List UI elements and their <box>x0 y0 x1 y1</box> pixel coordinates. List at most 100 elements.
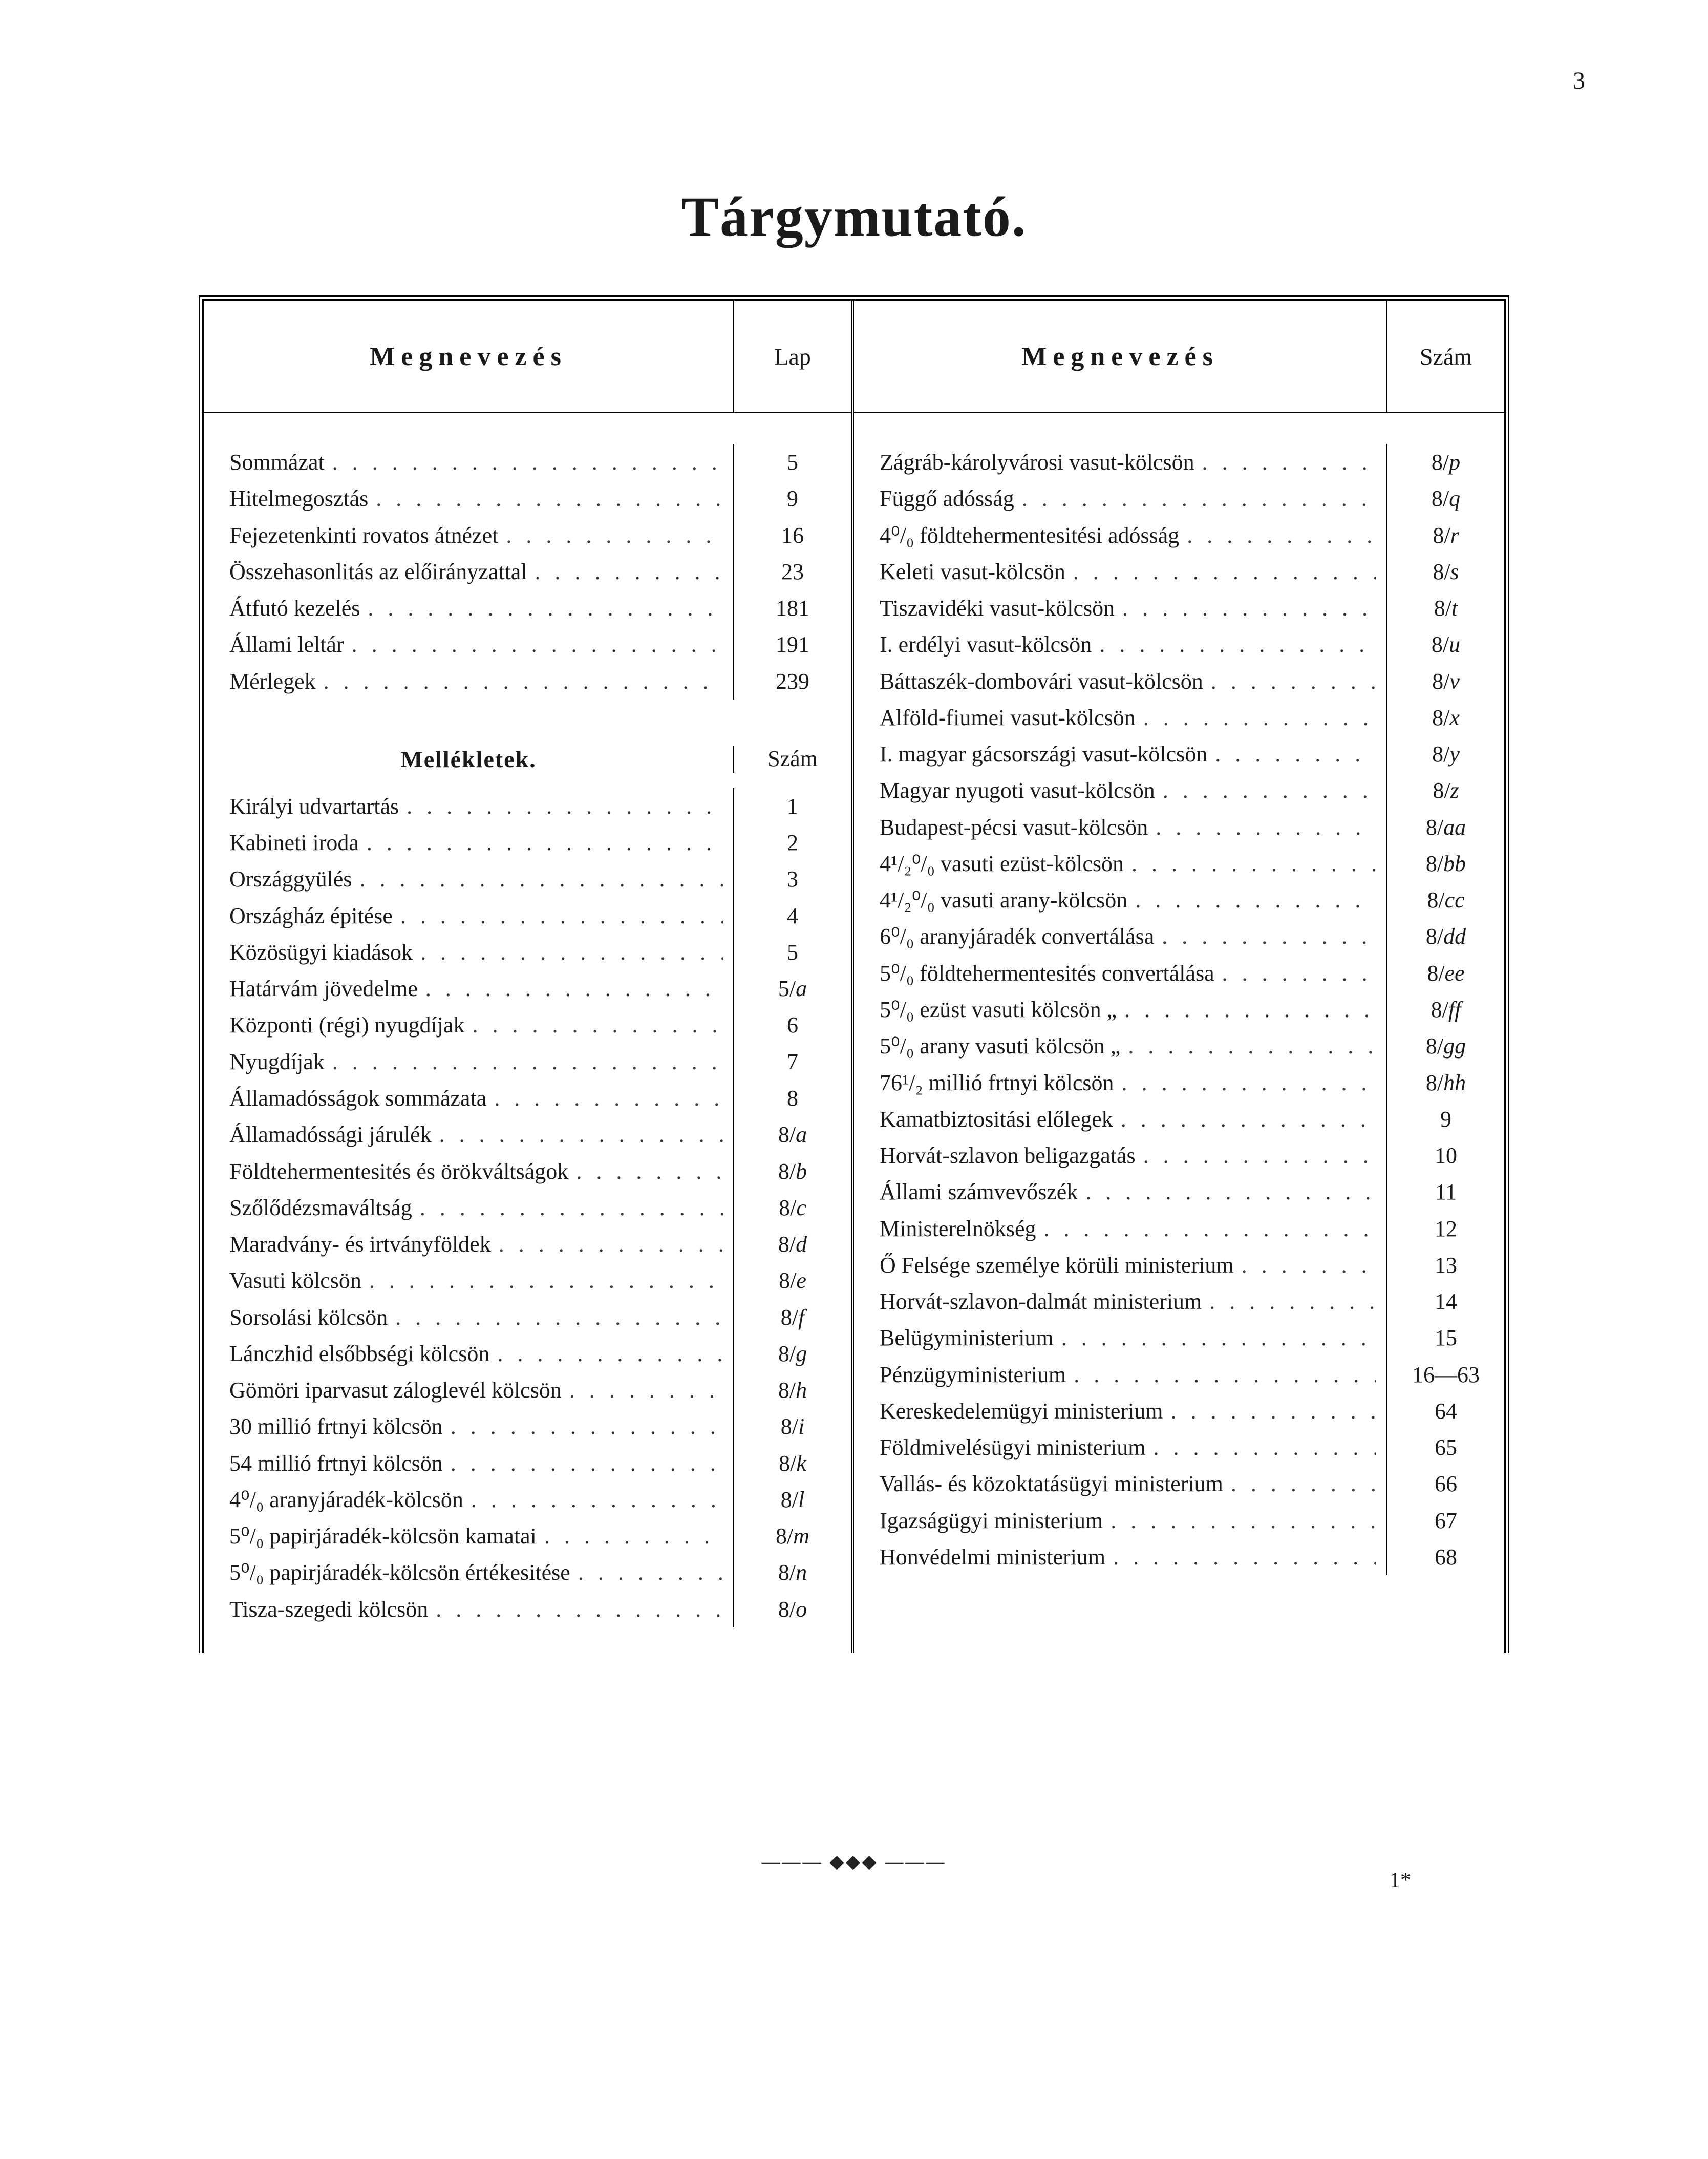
index-row-page: 66 <box>1386 1466 1504 1502</box>
index-row-page: 8/s <box>1386 554 1504 590</box>
index-row: Honvédelmi ministerium..................… <box>854 1539 1504 1575</box>
index-row-name: Vasuti kölcsön..........................… <box>204 1262 733 1299</box>
index-row-name: Állami leltár...........................… <box>204 626 733 663</box>
index-row: Nyugdíjak...............................… <box>204 1044 851 1080</box>
index-row-page: 8/dd <box>1386 918 1504 955</box>
index-row-name: Tisza-szegedi kölcsön...................… <box>204 1591 733 1627</box>
index-row: I. erdélyi vasut-kölcsön................… <box>854 626 1504 663</box>
ornament-divider: ——— ◆◆◆ ——— <box>761 1851 946 1872</box>
index-row-name: Királyi udvartartás.....................… <box>204 788 733 824</box>
index-row: Kereskedelemügyi ministerium............… <box>854 1393 1504 1429</box>
index-row-name: Kamatbiztositási előlegek...............… <box>854 1101 1386 1137</box>
index-row-page: 8/m <box>733 1518 851 1554</box>
index-row-name: Magyar nyugoti vasut-kölcsön............… <box>854 772 1386 809</box>
index-row-page: 67 <box>1386 1502 1504 1539</box>
index-row-page: 8/k <box>733 1445 851 1481</box>
index-row: 5⁰/₀ arany vasuti kölcsön „.............… <box>854 1028 1504 1064</box>
index-row-name: Belügyministerium.......................… <box>854 1320 1386 1356</box>
index-row: Belügyministerium.......................… <box>854 1320 1504 1356</box>
index-row-page: 5 <box>733 934 851 970</box>
index-row-name: Ministerelnökség........................… <box>854 1211 1386 1247</box>
index-row: 4⁰/₀ földtehermentesitési adósság.......… <box>854 517 1504 554</box>
index-row: Államadóssági járulék...................… <box>204 1116 851 1153</box>
index-row-page: 4 <box>733 898 851 934</box>
index-row-name: Földmivelésügyi ministerium.............… <box>854 1429 1386 1466</box>
index-row-name: Keleti vasut-kölcsön....................… <box>854 554 1386 590</box>
index-row-name: Lánczhid elsőbbségi kölcsön.............… <box>204 1336 733 1372</box>
index-row-page: 8/gg <box>1386 1028 1504 1064</box>
index-row-page: 16—63 <box>1386 1357 1504 1393</box>
index-row: Ministerelnökség........................… <box>854 1211 1504 1247</box>
index-row-page: 8/z <box>1386 772 1504 809</box>
index-row: Tisza-szegedi kölcsön...................… <box>204 1591 851 1627</box>
index-row-page: 8/ee <box>1386 955 1504 991</box>
index-row: Állami leltár...........................… <box>204 626 851 663</box>
index-row-page: 8/p <box>1386 444 1504 480</box>
left-header-row: Megnevezés Lap <box>204 301 851 413</box>
index-row: Függő adósság...........................… <box>854 480 1504 517</box>
index-row-name: Maradvány- és irtványföldek.............… <box>204 1226 733 1262</box>
index-row-page: 2 <box>733 824 851 861</box>
index-row-name: Hitelmegosztás..........................… <box>204 480 733 517</box>
index-row-page: 5/a <box>733 970 851 1007</box>
index-row: 4¹/₂⁰/₀ vasuti ezüst-kölcsön............… <box>854 845 1504 882</box>
index-row-page: 8/f <box>733 1299 851 1336</box>
index-row-name: I. magyar gácsországi vasut-kölcsön.....… <box>854 736 1386 772</box>
index-row-page: 8/y <box>1386 736 1504 772</box>
index-row-name: Horvát-szlavon-dalmát ministerium.......… <box>854 1283 1386 1320</box>
index-row: Szőlődézsmaváltság......................… <box>204 1190 851 1226</box>
index-row: Országgyülés............................… <box>204 861 851 897</box>
index-row-page: 65 <box>1386 1429 1504 1466</box>
right-column: Megnevezés Szám Zágráb-károlyvárosi vasu… <box>854 301 1504 1653</box>
index-row: Igazságügyi ministerium.................… <box>854 1502 1504 1539</box>
left-header-page: Lap <box>733 301 851 412</box>
index-row-page: 181 <box>733 590 851 626</box>
index-row: 4⁰/₀ aranyjáradék-kölcsön...............… <box>204 1481 851 1518</box>
right-rows-block: Zágráb-károlyvárosi vasut-kölcsön.......… <box>854 413 1504 1601</box>
left-subheader-page: Szám <box>733 746 851 773</box>
index-row: Horvát-szlavon beligazgatás.............… <box>854 1137 1504 1174</box>
index-row-name: Földtehermentesités és örökváltságok....… <box>204 1153 733 1190</box>
index-row: Mérlegek................................… <box>204 663 851 700</box>
index-row: Pénzügyministerium......................… <box>854 1357 1504 1393</box>
index-row-name: 4⁰/₀ földtehermentesitési adósság.......… <box>854 517 1386 554</box>
index-row: Magyar nyugoti vasut-kölcsön............… <box>854 772 1504 809</box>
index-row: Sorsolási kölcsön.......................… <box>204 1299 851 1336</box>
index-row: Lánczhid elsőbbségi kölcsön.............… <box>204 1336 851 1372</box>
index-row-page: 8/t <box>1386 590 1504 626</box>
index-row-name: Honvédelmi ministerium..................… <box>854 1539 1386 1575</box>
index-row-page: 64 <box>1386 1393 1504 1429</box>
index-row: Államadósságok sommázata................… <box>204 1080 851 1116</box>
index-row-page: 8/x <box>1386 700 1504 736</box>
index-row-name: 54 millió frtnyi kölcsön................… <box>204 1445 733 1481</box>
index-row-name: 5⁰/₀ papirjáradék-kölcsön kamatai.......… <box>204 1518 733 1554</box>
index-row: 6⁰/₀ aranyjáradék convertálása..........… <box>854 918 1504 955</box>
index-row: 76¹/₂ millió frtnyi kölcsön.............… <box>854 1065 1504 1101</box>
index-row: Budapest-pécsi vasut-kölcsön............… <box>854 809 1504 845</box>
index-row: I. magyar gácsországi vasut-kölcsön.....… <box>854 736 1504 772</box>
index-row-name: Sommázat................................… <box>204 444 733 480</box>
index-row-name: Sorsolási kölcsön.......................… <box>204 1299 733 1336</box>
index-row-name: 5⁰/₀ papirjáradék-kölcsön értékesitése..… <box>204 1554 733 1591</box>
index-row-name: Összehasonlitás az előirányzattal.......… <box>204 554 733 590</box>
index-row-name: Ő Felsége személye körüli ministerium...… <box>854 1247 1386 1283</box>
index-row: Kabineti iroda..........................… <box>204 824 851 861</box>
index-row-page: 8/c <box>733 1190 851 1226</box>
right-header-name: Megnevezés <box>854 342 1386 372</box>
index-row-page: 8/aa <box>1386 809 1504 845</box>
index-row-page: 8/l <box>733 1481 851 1518</box>
index-row-page: 10 <box>1386 1137 1504 1174</box>
index-row-page: 8/h <box>733 1372 851 1408</box>
index-row-page: 9 <box>733 480 851 517</box>
index-row-page: 8/o <box>733 1591 851 1627</box>
index-row-name: Budapest-pécsi vasut-kölcsön............… <box>854 809 1386 845</box>
index-row-page: 8/g <box>733 1336 851 1372</box>
right-header-row: Megnevezés Szám <box>854 301 1504 413</box>
index-row-name: 4¹/₂⁰/₀ vasuti ezüst-kölcsön............… <box>854 845 1386 882</box>
index-row-page: 1 <box>733 788 851 824</box>
index-row-name: Függő adósság...........................… <box>854 480 1386 517</box>
index-row-name: Államadósságok sommázata................… <box>204 1080 733 1116</box>
index-row-page: 8 <box>733 1080 851 1116</box>
index-row: Központi (régi) nyugdíjak...............… <box>204 1007 851 1043</box>
index-row-page: 9 <box>1386 1101 1504 1137</box>
